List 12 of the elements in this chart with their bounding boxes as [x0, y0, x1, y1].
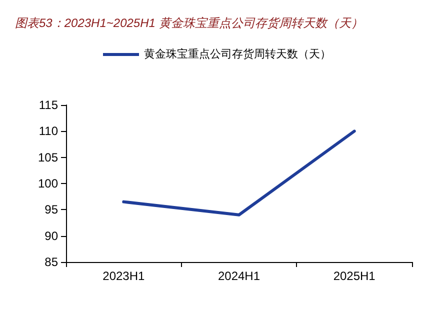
- y-tick-label: 105: [38, 150, 58, 164]
- y-tick-label: 95: [44, 202, 58, 217]
- y-tick-label: 85: [44, 255, 58, 269]
- x-tick-label: 2025H1: [333, 269, 376, 283]
- y-tick-label: 90: [44, 228, 58, 243]
- y-tick-label: 115: [38, 98, 58, 112]
- x-tick-label: 2024H1: [218, 269, 260, 283]
- x-tick-label: 2023H1: [102, 269, 146, 283]
- y-tick-label: 110: [38, 124, 58, 138]
- y-tick-label: 100: [38, 176, 58, 190]
- legend-label: 黄金珠宝重点公司存货周转天数（天）: [144, 48, 331, 60]
- chart-title: 图表53：2023H1~2025H1 黄金珠宝重点公司存货周转天数（天）: [15, 16, 363, 30]
